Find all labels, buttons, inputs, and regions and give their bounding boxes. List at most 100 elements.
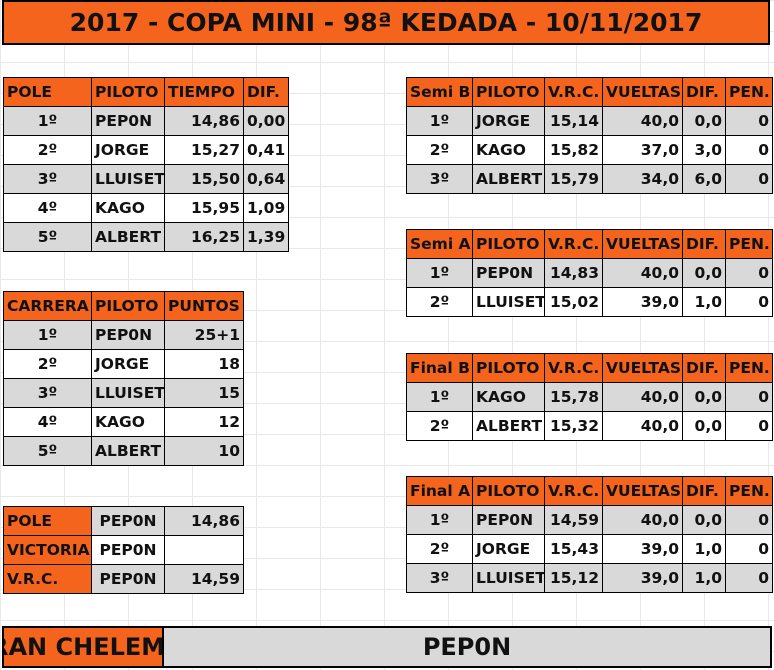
piloto-cell: PEP0N bbox=[91, 320, 165, 350]
pen-cell: 0 bbox=[725, 505, 773, 535]
carrera-header-row: CARRERA PILOTO PUNTOS bbox=[3, 291, 244, 321]
vrc-cell: 14,59 bbox=[544, 505, 603, 535]
piloto-cell: PEP0N bbox=[91, 506, 165, 536]
pen-cell: 0 bbox=[725, 258, 773, 288]
vrc-cell: 15,78 bbox=[544, 382, 603, 412]
pos-cell: 5º bbox=[3, 222, 92, 252]
header-pen: PEN. bbox=[725, 353, 773, 383]
dif-cell: 0,64 bbox=[243, 164, 289, 194]
pos-cell: 1º bbox=[3, 320, 92, 350]
header-pen: PEN. bbox=[725, 229, 773, 259]
resumen-label: V.R.C. bbox=[3, 564, 92, 594]
tiempo-cell: 16,25 bbox=[164, 222, 244, 252]
table-row: 3º LLUISET 15,12 39,0 1,0 0 bbox=[406, 563, 773, 593]
chelem-winner: PEP0N bbox=[162, 626, 772, 668]
table-row: 5º ALBERT 16,25 1,39 bbox=[3, 222, 289, 252]
table-row: V.R.C. PEP0N 14,59 bbox=[3, 564, 244, 594]
piloto-cell: PEP0N bbox=[472, 505, 545, 535]
header-final-b: Final B bbox=[406, 353, 473, 383]
tiempo-cell: 14,86 bbox=[164, 106, 244, 136]
table-row: POLE PEP0N 14,86 bbox=[3, 506, 244, 536]
header-dif: DIF. bbox=[682, 77, 726, 107]
header-piloto: PILOTO bbox=[472, 476, 545, 506]
pos-cell: 1º bbox=[406, 106, 473, 136]
final-b-header-row: Final B PILOTO V.R.C. VUELTAS DIF. PEN. bbox=[406, 353, 773, 383]
pos-cell: 2º bbox=[406, 411, 473, 441]
dif-cell: 1,0 bbox=[682, 287, 726, 317]
dif-cell: 1,39 bbox=[243, 222, 289, 252]
vueltas-cell: 40,0 bbox=[602, 411, 683, 441]
piloto-cell: KAGO bbox=[91, 193, 165, 223]
pen-cell: 0 bbox=[725, 411, 773, 441]
header-semi-a: Semi A bbox=[406, 229, 473, 259]
header-vrc: V.R.C. bbox=[544, 77, 603, 107]
table-row: 3º LLUISET 15,50 0,64 bbox=[3, 164, 289, 194]
pos-cell: 2º bbox=[406, 287, 473, 317]
header-pen: PEN. bbox=[725, 476, 773, 506]
pole-header-tiempo: TIEMPO bbox=[164, 77, 244, 107]
piloto-cell: LLUISET bbox=[472, 287, 545, 317]
header-vueltas: VUELTAS bbox=[602, 229, 683, 259]
table-row: 1º PEP0N 14,86 0,00 bbox=[3, 106, 289, 136]
piloto-cell: JORGE bbox=[91, 135, 165, 165]
table-row: 4º KAGO 15,95 1,09 bbox=[3, 193, 289, 223]
pos-cell: 3º bbox=[3, 378, 92, 408]
piloto-cell: LLUISET bbox=[91, 378, 165, 408]
resumen-label: VICTORIA bbox=[3, 535, 92, 565]
puntos-cell: 12 bbox=[164, 407, 244, 437]
table-row: 1º PEP0N 25+1 bbox=[3, 320, 244, 350]
dif-cell: 0,0 bbox=[682, 106, 726, 136]
final-a-table: Final A PILOTO V.R.C. VUELTAS DIF. PEN. … bbox=[406, 476, 773, 593]
piloto-cell: PEP0N bbox=[91, 564, 165, 594]
piloto-cell: LLUISET bbox=[91, 164, 165, 194]
pos-cell: 1º bbox=[3, 106, 92, 136]
vueltas-cell: 40,0 bbox=[602, 258, 683, 288]
pos-cell: 5º bbox=[3, 436, 92, 466]
piloto-cell: KAGO bbox=[472, 135, 545, 165]
table-row: 5º ALBERT 10 bbox=[3, 436, 244, 466]
table-row: 2º KAGO 15,82 37,0 3,0 0 bbox=[406, 135, 773, 165]
table-row: 3º ALBERT 15,79 34,0 6,0 0 bbox=[406, 164, 773, 194]
pos-cell: 1º bbox=[406, 505, 473, 535]
pole-header-row: POLE PILOTO TIEMPO DIF. bbox=[3, 77, 289, 107]
pos-cell: 3º bbox=[406, 164, 473, 194]
vueltas-cell: 34,0 bbox=[602, 164, 683, 194]
pos-cell: 2º bbox=[3, 349, 92, 379]
dif-cell: 1,0 bbox=[682, 563, 726, 593]
carrera-header-puntos: PUNTOS bbox=[164, 291, 244, 321]
pole-table: POLE PILOTO TIEMPO DIF. 1º PEP0N 14,86 0… bbox=[3, 77, 289, 252]
dif-cell: 6,0 bbox=[682, 164, 726, 194]
header-pen: PEN. bbox=[725, 77, 773, 107]
dif-cell: 0,0 bbox=[682, 258, 726, 288]
semi-a-table: Semi A PILOTO V.R.C. VUELTAS DIF. PEN. 1… bbox=[406, 229, 773, 317]
pen-cell: 0 bbox=[725, 382, 773, 412]
pole-header-pole: POLE bbox=[3, 77, 92, 107]
dif-cell: 0,0 bbox=[682, 382, 726, 412]
pos-cell: 1º bbox=[406, 382, 473, 412]
vrc-cell: 15,82 bbox=[544, 135, 603, 165]
vueltas-cell: 39,0 bbox=[602, 563, 683, 593]
resumen-table: POLE PEP0N 14,86 VICTORIA PEP0N V.R.C. P… bbox=[3, 506, 244, 594]
piloto-cell: KAGO bbox=[91, 407, 165, 437]
pen-cell: 0 bbox=[725, 106, 773, 136]
table-row: 3º LLUISET 15 bbox=[3, 378, 244, 408]
header-vrc: V.R.C. bbox=[544, 476, 603, 506]
vueltas-cell: 37,0 bbox=[602, 135, 683, 165]
header-vueltas: VUELTAS bbox=[602, 77, 683, 107]
header-semi-b: Semi B bbox=[406, 77, 473, 107]
table-row: 2º JORGE 18 bbox=[3, 349, 244, 379]
header-piloto: PILOTO bbox=[472, 353, 545, 383]
dif-cell: 0,0 bbox=[682, 411, 726, 441]
semi-a-header-row: Semi A PILOTO V.R.C. VUELTAS DIF. PEN. bbox=[406, 229, 773, 259]
pos-cell: 4º bbox=[3, 407, 92, 437]
vueltas-cell: 40,0 bbox=[602, 106, 683, 136]
puntos-cell: 15 bbox=[164, 378, 244, 408]
piloto-cell: LLUISET bbox=[472, 563, 545, 593]
vueltas-cell: 39,0 bbox=[602, 287, 683, 317]
header-vrc: V.R.C. bbox=[544, 229, 603, 259]
resumen-label: POLE bbox=[3, 506, 92, 536]
pen-cell: 0 bbox=[725, 287, 773, 317]
carrera-header-carrera: CARRERA bbox=[3, 291, 92, 321]
carrera-table: CARRERA PILOTO PUNTOS 1º PEP0N 25+1 2º J… bbox=[3, 291, 244, 466]
piloto-cell: PEP0N bbox=[472, 258, 545, 288]
